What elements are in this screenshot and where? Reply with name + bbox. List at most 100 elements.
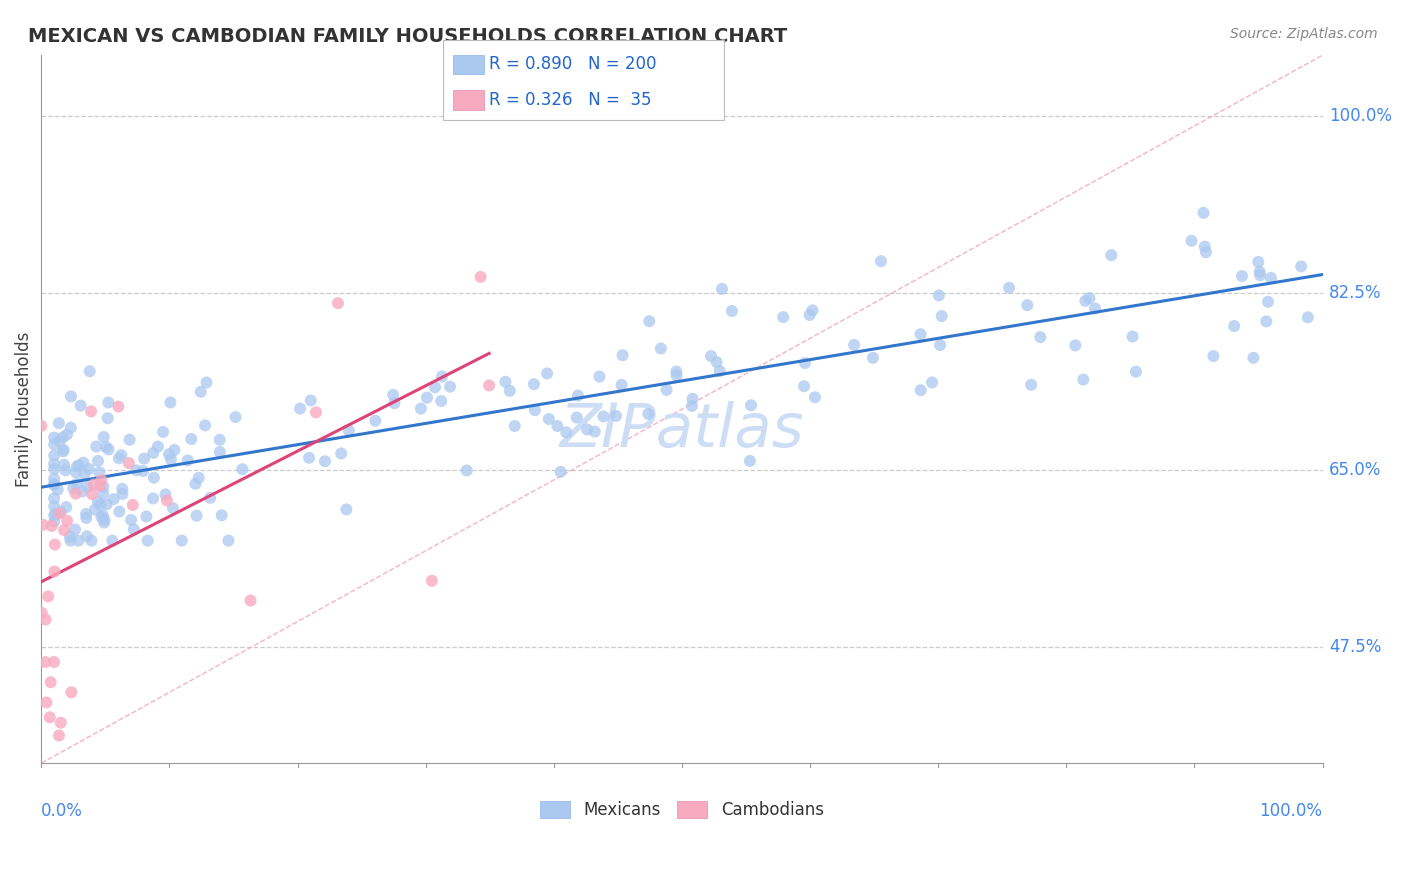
Point (48, 729, 70, 743)
Point (44, 449, 66, 463)
Point (80, 487, 103, 501)
Point (91, 508, 114, 523)
Point (94, 440, 117, 454)
Point (35, 695, 58, 709)
Point (142, 471, 165, 485)
Point (101, 533, 124, 548)
Point (44, 500, 66, 514)
Point (146, 440, 169, 454)
Text: MEXICAN VS CAMBODIAN FAMILY HOUSEHOLDS CORRELATION CHART: MEXICAN VS CAMBODIAN FAMILY HOUSEHOLDS C… (28, 27, 787, 45)
Point (142, 491, 165, 506)
Point (637, 407, 659, 421)
Point (59, 530, 82, 544)
Point (576, 422, 599, 436)
Point (1084, 301, 1107, 316)
Point (96, 497, 118, 511)
Point (929, 338, 952, 352)
Point (1064, 338, 1087, 352)
Point (163, 442, 186, 457)
Point (107, 400, 129, 414)
Point (1029, 330, 1052, 344)
Point (337, 424, 360, 438)
Point (409, 401, 432, 416)
Point (31, 606, 53, 620)
Point (921, 376, 943, 390)
Point (592, 409, 614, 424)
Point (536, 367, 558, 381)
Point (120, 513, 142, 527)
Point (48, 434, 70, 449)
Point (211, 508, 233, 523)
Point (83, 477, 105, 491)
Point (700, 349, 723, 363)
Point (610, 377, 633, 392)
Point (89, 498, 111, 512)
Point (420, 574, 443, 588)
Point (1247, 255, 1270, 269)
Point (799, 308, 821, 322)
Point (1230, 268, 1253, 283)
Point (111, 482, 134, 496)
Point (97, 442, 120, 457)
Point (103, 492, 125, 507)
Point (567, 388, 589, 402)
Point (135, 509, 157, 524)
Point (67, 458, 90, 473)
Point (711, 282, 734, 296)
Point (305, 405, 328, 419)
Point (41, 519, 63, 533)
Point (190, 384, 212, 399)
Point (80, 404, 103, 418)
Point (225, 410, 247, 425)
Point (650, 342, 672, 356)
Point (665, 368, 688, 383)
Point (52, 444, 75, 458)
Point (177, 453, 200, 467)
Point (1289, 260, 1312, 274)
Point (523, 377, 546, 392)
Point (132, 464, 155, 478)
Point (423, 380, 446, 394)
Point (499, 384, 522, 398)
Point (136, 533, 159, 548)
Point (928, 288, 950, 302)
Point (186, 508, 208, 523)
Point (738, 454, 761, 468)
Point (44, 515, 66, 529)
Text: 65.0%: 65.0% (1329, 461, 1381, 479)
Point (91, 486, 114, 500)
Point (97, 411, 120, 425)
Point (49, 715, 72, 730)
Point (1202, 349, 1225, 363)
Point (910, 327, 932, 342)
Point (89, 479, 111, 493)
Point (121, 498, 143, 512)
Point (170, 533, 193, 548)
Point (53, 523, 76, 537)
Point (638, 314, 661, 328)
Point (108, 451, 131, 466)
Point (416, 391, 439, 405)
Point (48, 507, 70, 521)
Point (862, 351, 884, 365)
Point (298, 450, 321, 465)
Point (38, 710, 60, 724)
Point (314, 454, 336, 468)
Point (706, 355, 728, 369)
Point (56, 514, 79, 528)
Point (125, 463, 148, 477)
Point (34, 613, 56, 627)
Point (382, 388, 405, 402)
Text: R = 0.890   N = 200: R = 0.890 N = 200 (489, 55, 657, 73)
Point (1195, 245, 1218, 260)
Text: ZIPatlas: ZIPatlas (560, 401, 804, 460)
Point (60, 685, 83, 699)
Point (108, 505, 131, 519)
Point (46, 483, 69, 497)
Text: 82.5%: 82.5% (1329, 284, 1382, 301)
Point (30, 418, 52, 433)
Point (157, 447, 180, 461)
Point (44, 478, 66, 492)
Point (44, 477, 66, 491)
Point (132, 451, 155, 466)
